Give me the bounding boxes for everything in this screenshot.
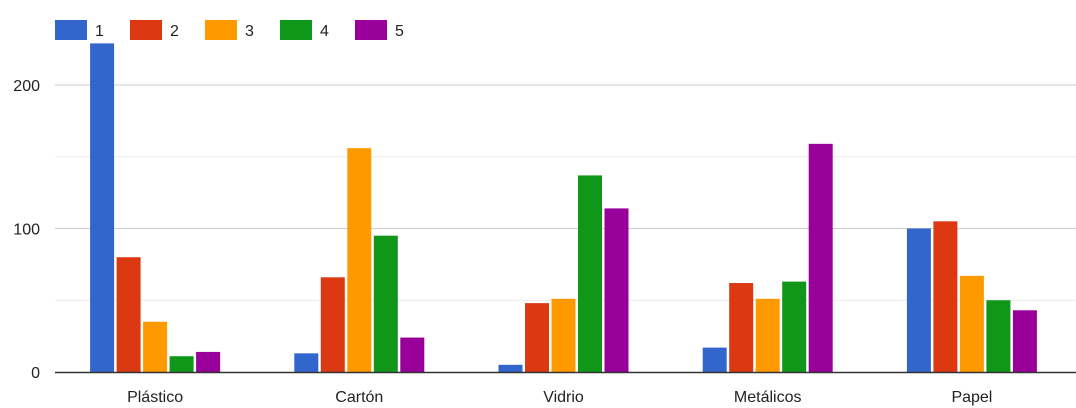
bar-Papel-5 bbox=[1012, 310, 1037, 372]
y-axis-ticks: 0 100 200 bbox=[13, 78, 40, 382]
legend-swatch bbox=[280, 20, 312, 40]
bar-Metálicos-1 bbox=[702, 347, 727, 372]
bar-Metálicos-2 bbox=[729, 283, 754, 372]
x-tick-label: Cartón bbox=[335, 389, 383, 406]
legend-label: 5 bbox=[395, 23, 404, 40]
bar-Papel-2 bbox=[933, 221, 958, 372]
bar-Vidrio-1 bbox=[498, 364, 523, 372]
y-tick-label: 0 bbox=[31, 365, 40, 382]
legend-label: 4 bbox=[320, 23, 329, 40]
legend: 1 2 3 4 5 bbox=[55, 20, 404, 40]
bar-Cartón-2 bbox=[320, 277, 345, 372]
bar-Papel-4 bbox=[986, 300, 1011, 372]
bar-Cartón-3 bbox=[347, 148, 372, 372]
legend-label: 3 bbox=[245, 23, 254, 40]
bar-Metálicos-4 bbox=[782, 281, 807, 372]
bars bbox=[90, 43, 1037, 372]
bar-Plástico-1 bbox=[90, 43, 115, 372]
legend-label: 2 bbox=[170, 23, 179, 40]
y-tick-label: 200 bbox=[13, 78, 40, 95]
legend-swatch bbox=[355, 20, 387, 40]
bar-Metálicos-3 bbox=[755, 298, 780, 372]
bar-Papel-3 bbox=[959, 275, 984, 372]
x-tick-label: Papel bbox=[951, 389, 992, 406]
legend-swatch bbox=[130, 20, 162, 40]
bar-Vidrio-4 bbox=[578, 175, 602, 372]
bar-Cartón-5 bbox=[400, 337, 425, 372]
legend-swatch bbox=[55, 20, 87, 40]
bar-Metálicos-5 bbox=[808, 143, 833, 372]
bar-Plástico-5 bbox=[196, 351, 221, 372]
x-tick-label: Plástico bbox=[127, 389, 183, 406]
legend-swatch bbox=[205, 20, 237, 40]
legend-label: 1 bbox=[95, 23, 104, 40]
y-tick-label: 100 bbox=[13, 222, 40, 239]
bar-Vidrio-3 bbox=[551, 298, 576, 372]
bar-Plástico-3 bbox=[143, 321, 168, 372]
x-tick-label: Metálicos bbox=[734, 389, 802, 406]
bar-Plástico-4 bbox=[169, 356, 194, 372]
x-tick-label: Vidrio bbox=[543, 389, 584, 406]
bar-Plástico-2 bbox=[116, 257, 141, 372]
x-axis-ticks: Plástico Cartón Vidrio Metálicos Papel bbox=[127, 389, 992, 406]
bar-Vidrio-2 bbox=[525, 303, 549, 372]
bar-Papel-1 bbox=[906, 228, 931, 372]
bar-Cartón-1 bbox=[294, 353, 319, 372]
bar-Vidrio-5 bbox=[604, 208, 629, 372]
bar-Cartón-4 bbox=[373, 235, 398, 372]
